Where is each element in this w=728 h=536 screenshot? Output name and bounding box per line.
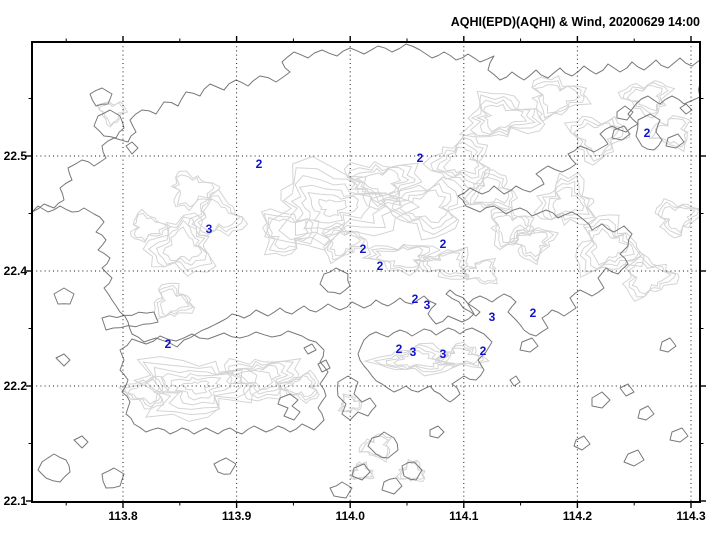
x-tick-label: 114.2 (562, 509, 593, 523)
station-value: 2 (479, 344, 487, 358)
x-tick-label: 113.8 (108, 509, 138, 523)
y-tick-label: 22.5 (3, 149, 27, 163)
y-tick-label: 22.1 (3, 494, 27, 508)
x-tick-label: 114.1 (449, 509, 479, 523)
plot-title: AQHI(EPD)(AQHI) & Wind, 20200629 14:00 (450, 15, 700, 29)
station-value: 2 (359, 242, 367, 256)
station-value: 3 (439, 347, 447, 361)
station-value: 3 (488, 310, 496, 324)
terrain-contours (96, 74, 700, 483)
station-value: 3 (205, 222, 213, 236)
station-value: 2 (164, 337, 172, 351)
x-tick-label: 113.9 (221, 509, 252, 523)
station-value: 2 (255, 157, 263, 171)
plot-border (31, 41, 701, 503)
station-value: 2 (439, 237, 447, 251)
station-value: 2 (395, 342, 403, 356)
station-value: 3 (409, 345, 417, 359)
map-graphics (26, 36, 706, 508)
y-tick-label: 22.2 (3, 379, 27, 393)
coastline (32, 43, 700, 499)
gridlines (32, 42, 700, 502)
x-tick-label: 114.3 (676, 509, 706, 523)
station-value: 3 (423, 298, 431, 312)
station-value: 2 (529, 306, 537, 320)
station-value: 2 (411, 292, 419, 306)
station-value: 2 (376, 259, 384, 273)
station-value: 2 (416, 151, 424, 165)
axis-ticks (26, 36, 706, 508)
y-tick-label: 22.4 (3, 264, 27, 278)
x-tick-label: 114.0 (335, 509, 365, 523)
station-value: 2 (643, 126, 651, 140)
